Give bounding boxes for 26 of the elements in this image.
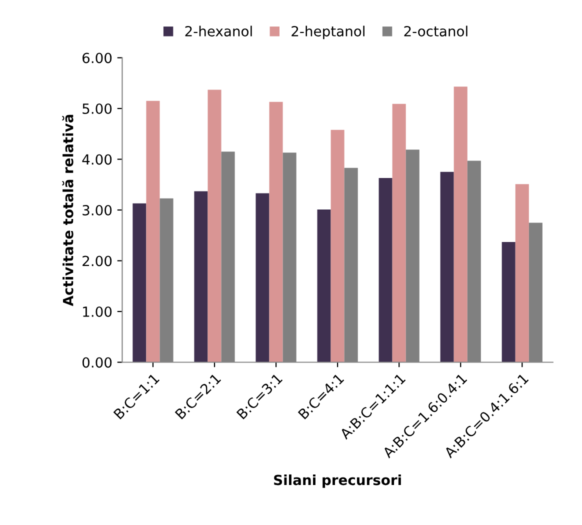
y-axis-title: Activitate totală relativă [62, 114, 74, 306]
bar [454, 86, 468, 362]
bar [515, 184, 529, 362]
y-tick-label: 4.00 [82, 154, 112, 165]
y-tick-label: 3.00 [82, 204, 112, 216]
bar [194, 191, 208, 362]
x-axis-title: Silani precursori [274, 474, 401, 488]
bar [330, 130, 344, 362]
bar [317, 209, 331, 362]
y-tick-label: 6.00 [82, 52, 112, 64]
bar [502, 242, 516, 362]
legend-label: 2-octanol [404, 26, 468, 36]
legend-label: 2-hexanol [185, 26, 252, 36]
bar [256, 193, 270, 362]
legend-label: 2-heptanol [292, 26, 364, 40]
bar [146, 100, 160, 362]
y-tick-label: 5.00 [82, 103, 112, 114]
y-tick-label: 0.00 [82, 357, 112, 368]
bar [132, 203, 146, 362]
y-tick-label: 1.00 [83, 306, 112, 317]
bar [392, 104, 406, 362]
bar [440, 172, 454, 362]
bar [269, 102, 283, 362]
bar [378, 178, 392, 362]
y-tick-label: 2.00 [82, 256, 112, 266]
bar [208, 90, 222, 362]
